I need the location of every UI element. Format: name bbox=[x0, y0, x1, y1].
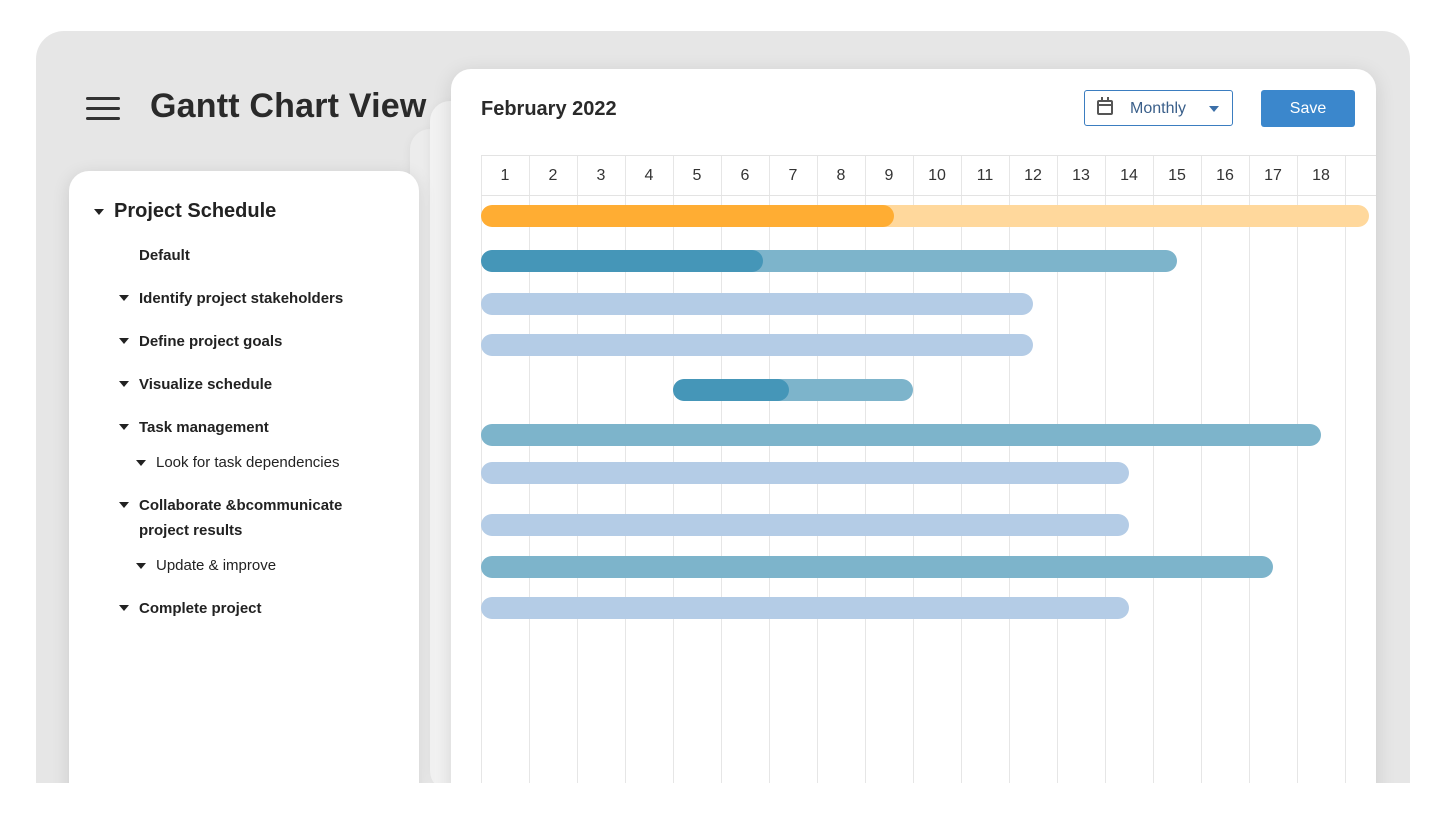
caret-down-icon[interactable] bbox=[119, 424, 129, 430]
day-header-4: 4 bbox=[644, 167, 654, 184]
task-bar[interactable] bbox=[481, 334, 1033, 356]
task-bar[interactable] bbox=[481, 250, 1177, 272]
task-progress-fill bbox=[673, 379, 790, 401]
page-title: Gantt Chart View bbox=[150, 87, 427, 125]
tree-item-label-group: Collaborate &bcommunicate project result… bbox=[139, 493, 342, 543]
grid-column-line bbox=[1153, 155, 1154, 783]
view-mode-select[interactable]: Monthly bbox=[1084, 90, 1233, 126]
gantt-grid: 1 2 3 4 5 6 7 8 9 10 11 12 13 14 15 16 17 18 bbox=[481, 155, 1376, 783]
day-header-1: 1 bbox=[500, 167, 510, 184]
save-button[interactable]: Save bbox=[1261, 90, 1355, 127]
caret-down-icon[interactable] bbox=[119, 605, 129, 611]
tree-item-task-management[interactable]: Task management bbox=[119, 415, 269, 440]
caret-down-icon[interactable] bbox=[136, 563, 146, 569]
day-header-16: 16 bbox=[1216, 167, 1234, 184]
day-header-2: 2 bbox=[548, 167, 558, 184]
task-bar[interactable] bbox=[481, 514, 1129, 536]
app-window: Gantt Chart View Project Schedule Defaul… bbox=[36, 31, 1410, 783]
tree-item-identify-stakeholders[interactable]: Identify project stakeholders bbox=[119, 286, 343, 311]
tree-item-label: Define project goals bbox=[139, 333, 283, 350]
tree-item-label: Update & improve bbox=[156, 557, 277, 574]
day-header-15: 15 bbox=[1168, 167, 1186, 184]
day-header-10: 10 bbox=[928, 167, 946, 184]
task-progress-fill bbox=[481, 205, 894, 227]
tree-item-label: Task management bbox=[139, 419, 269, 436]
task-bar[interactable] bbox=[481, 462, 1129, 484]
day-header-13: 13 bbox=[1072, 167, 1090, 184]
task-bar[interactable] bbox=[673, 379, 913, 401]
tree-item-label: Default bbox=[139, 247, 190, 264]
task-progress-fill bbox=[481, 250, 763, 272]
calendar-icon bbox=[1097, 97, 1113, 115]
tree-item-label: Visualize schedule bbox=[139, 376, 273, 393]
tree-item-label: Complete project bbox=[139, 600, 262, 617]
task-bar[interactable] bbox=[481, 293, 1033, 315]
day-header-3: 3 bbox=[596, 167, 606, 184]
grid-column-line bbox=[1297, 155, 1298, 783]
day-header-11: 11 bbox=[976, 167, 994, 184]
caret-down-icon[interactable] bbox=[119, 295, 129, 301]
tree-item-collaborate[interactable]: Collaborate &bcommunicate project result… bbox=[119, 493, 342, 543]
caret-down-icon[interactable] bbox=[136, 460, 146, 466]
tree-item-complete-project[interactable]: Complete project bbox=[119, 596, 262, 621]
hamburger-menu-icon[interactable] bbox=[86, 97, 120, 121]
tree-item-label-line2: project results bbox=[139, 522, 243, 539]
grid-column-line bbox=[1345, 155, 1346, 783]
task-bar[interactable] bbox=[481, 424, 1321, 446]
day-header-14: 14 bbox=[1120, 167, 1138, 184]
gantt-panel: February 2022 Monthly Save 1 2 3 4 5 6 7 8 9 10 11… bbox=[451, 69, 1376, 783]
tree-root-project-schedule[interactable]: Project Schedule bbox=[94, 200, 276, 223]
day-header-9: 9 bbox=[884, 167, 894, 184]
caret-down-icon[interactable] bbox=[119, 338, 129, 344]
caret-down-icon[interactable] bbox=[119, 381, 129, 387]
tree-item-task-dependencies[interactable]: Look for task dependencies bbox=[136, 452, 339, 474]
day-header-7: 7 bbox=[788, 167, 798, 184]
day-header-17: 17 bbox=[1264, 167, 1282, 184]
grid-column-line bbox=[1201, 155, 1202, 783]
caret-down-icon[interactable] bbox=[94, 209, 104, 215]
view-mode-value: Monthly bbox=[1130, 100, 1187, 117]
tree-item-define-goals[interactable]: Define project goals bbox=[119, 329, 282, 354]
day-header-6: 6 bbox=[740, 167, 750, 184]
tree-item-label: Collaborate &bcommunicate bbox=[139, 497, 343, 514]
month-label: February 2022 bbox=[481, 98, 617, 120]
day-header-row: 1 2 3 4 5 6 7 8 9 10 11 12 13 14 15 16 17 18 bbox=[481, 155, 1376, 196]
tree-item-label: Look for task dependencies bbox=[156, 454, 340, 471]
tree-root-label: Project Schedule bbox=[114, 200, 277, 222]
day-header-12: 12 bbox=[1024, 167, 1042, 184]
day-header-5: 5 bbox=[692, 167, 702, 184]
caret-down-icon[interactable] bbox=[119, 502, 129, 508]
chevron-down-icon bbox=[1209, 106, 1219, 112]
day-header-18: 18 bbox=[1312, 167, 1330, 184]
tree-item-default[interactable]: Default bbox=[139, 243, 190, 268]
task-bar[interactable] bbox=[481, 556, 1273, 578]
task-bar[interactable] bbox=[481, 597, 1129, 619]
task-tree-panel: Project Schedule Default Identify projec… bbox=[69, 171, 419, 783]
tree-item-visualize-schedule[interactable]: Visualize schedule bbox=[119, 372, 272, 397]
task-bar[interactable] bbox=[481, 205, 1369, 227]
grid-column-line bbox=[1249, 155, 1250, 783]
day-header-8: 8 bbox=[836, 167, 846, 184]
tree-item-update-improve[interactable]: Update & improve bbox=[136, 555, 276, 577]
tree-item-label: Identify project stakeholders bbox=[139, 290, 344, 307]
